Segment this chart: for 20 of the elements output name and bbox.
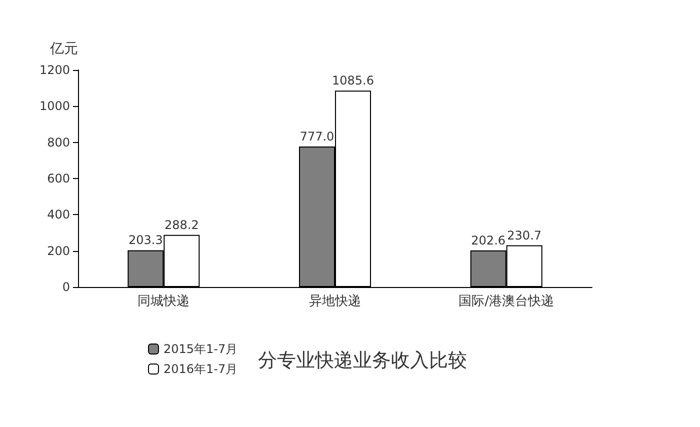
y-tick-label: 200	[47, 244, 70, 258]
data-label: 203.3	[128, 233, 163, 248]
legend-label: 2016年1-7月	[164, 362, 238, 376]
data-label: 777.0	[300, 129, 334, 144]
y-axis-title: 亿元	[49, 41, 78, 57]
x-tick-label: 异地快递	[309, 294, 361, 309]
text: 分专业快递业务收入比较	[258, 350, 467, 372]
x-tick-label: 同城快递	[138, 294, 190, 309]
data-label: 288.2	[164, 218, 199, 232]
data-label: 1085.6	[332, 74, 374, 88]
y-tick-label: 1000	[39, 99, 70, 114]
y-tick-label: 400	[47, 208, 70, 222]
data-label: 202.6	[471, 233, 506, 248]
y-tick-label: 0	[62, 280, 70, 294]
y-tick-label: 800	[47, 135, 70, 150]
y-tick-label: 1200	[39, 63, 70, 77]
x-tick-label: 国际/港澳台快递	[458, 294, 554, 309]
data-label: 230.7	[507, 228, 542, 242]
y-tick-label: 600	[47, 172, 70, 186]
legend-label: 2015年1-7月	[164, 342, 238, 356]
